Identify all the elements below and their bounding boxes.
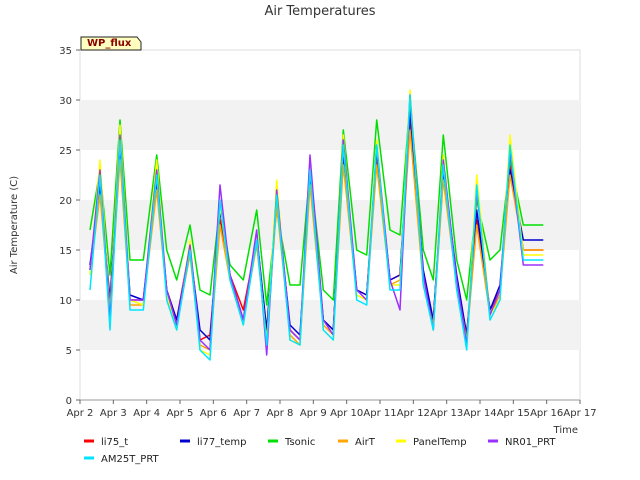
y-tick-label: 15: [59, 246, 72, 257]
x-tick-label: Apr 10: [330, 408, 363, 419]
legend-label: NR01_PRT: [505, 437, 556, 448]
y-tick-label: 25: [59, 146, 72, 157]
y-tick-label: 35: [59, 46, 72, 57]
x-tick-label: Apr 5: [167, 408, 194, 419]
legend: li75_t li77_temp Tsonic AirT PanelTemp NR01_P…: [84, 437, 556, 465]
x-tick-label: Apr 15: [497, 408, 530, 419]
y-tick-label: 20: [59, 196, 72, 207]
site-badge: WP_flux: [80, 36, 142, 51]
data-series: [89, 89, 544, 361]
series-line-am25t-prt: [89, 94, 544, 361]
legend-label: Tsonic: [284, 437, 315, 448]
x-axis: Apr 2 Apr 3 Apr 4 Apr 5 Apr 6 Apr 7 Apr 8 Apr 9…: [67, 399, 597, 419]
x-tick-label: Apr 16: [530, 408, 563, 419]
x-tick-label: Apr 6: [200, 408, 227, 419]
x-tick-label: Apr 12: [397, 408, 430, 419]
legend-label: PanelTemp: [413, 437, 467, 448]
site-badge-label: WP_flux: [87, 38, 132, 49]
x-tick-label: Apr 13: [430, 408, 463, 419]
chart-title: Air Temperatures: [264, 4, 375, 19]
legend-label: li77_temp: [197, 437, 246, 448]
x-tick-label: Apr 9: [300, 408, 327, 419]
y-axis: 0 5 10 15 20 25 30 35: [59, 46, 80, 407]
y-tick-label: 0: [66, 396, 72, 407]
x-tick-label: Apr 2: [67, 408, 94, 419]
x-tick-label: Apr 17: [563, 408, 596, 419]
legend-label: AirT: [355, 437, 376, 448]
x-tick-label: Apr 4: [133, 408, 160, 419]
y-tick-label: 10: [59, 296, 72, 307]
x-tick-label: Apr 14: [463, 408, 496, 419]
y-axis-label: Air Temperature (C): [9, 176, 20, 274]
legend-label: AM25T_PRT: [101, 454, 160, 465]
grid-band: [80, 300, 580, 350]
x-tick-label: Apr 3: [100, 408, 127, 419]
x-tick-label: Apr 8: [267, 408, 294, 419]
x-axis-label: Time: [553, 425, 578, 436]
site-badge-box: [80, 36, 142, 51]
legend-label: li75_t: [101, 437, 128, 448]
grid-band: [80, 100, 580, 150]
x-tick-label: Apr 7: [233, 408, 260, 419]
y-tick-label: 30: [59, 96, 72, 107]
x-tick-label: Apr 11: [363, 408, 396, 419]
plot-background: [79, 49, 581, 401]
y-tick-label: 5: [66, 346, 72, 357]
